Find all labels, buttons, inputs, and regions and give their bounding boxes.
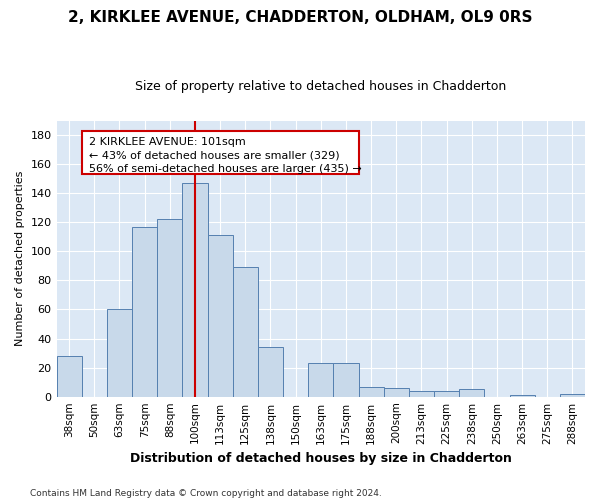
Bar [182, 183, 208, 396]
Bar [509, 395, 535, 396]
Bar [56, 356, 82, 397]
Bar [334, 364, 359, 396]
Text: 56% of semi-detached houses are larger (435) →: 56% of semi-detached houses are larger (… [89, 164, 362, 174]
Bar [383, 388, 409, 396]
Title: Size of property relative to detached houses in Chadderton: Size of property relative to detached ho… [135, 80, 506, 93]
Bar [258, 348, 283, 397]
X-axis label: Distribution of detached houses by size in Chadderton: Distribution of detached houses by size … [130, 452, 512, 465]
Text: Contains HM Land Registry data © Crown copyright and database right 2024.: Contains HM Land Registry data © Crown c… [30, 488, 382, 498]
Bar [132, 226, 157, 396]
Text: ← 43% of detached houses are smaller (329): ← 43% of detached houses are smaller (32… [89, 150, 340, 160]
Bar [82, 130, 359, 174]
Bar [107, 310, 132, 396]
Text: 2, KIRKLEE AVENUE, CHADDERTON, OLDHAM, OL9 0RS: 2, KIRKLEE AVENUE, CHADDERTON, OLDHAM, O… [68, 10, 532, 25]
Bar [459, 390, 484, 396]
Bar [434, 391, 459, 396]
Bar [359, 386, 383, 396]
Bar [560, 394, 585, 396]
Y-axis label: Number of detached properties: Number of detached properties [15, 171, 25, 346]
Bar [308, 364, 334, 396]
Bar [233, 268, 258, 396]
Bar [208, 236, 233, 396]
Text: 2 KIRKLEE AVENUE: 101sqm: 2 KIRKLEE AVENUE: 101sqm [89, 136, 246, 146]
Bar [409, 391, 434, 396]
Bar [157, 220, 182, 396]
